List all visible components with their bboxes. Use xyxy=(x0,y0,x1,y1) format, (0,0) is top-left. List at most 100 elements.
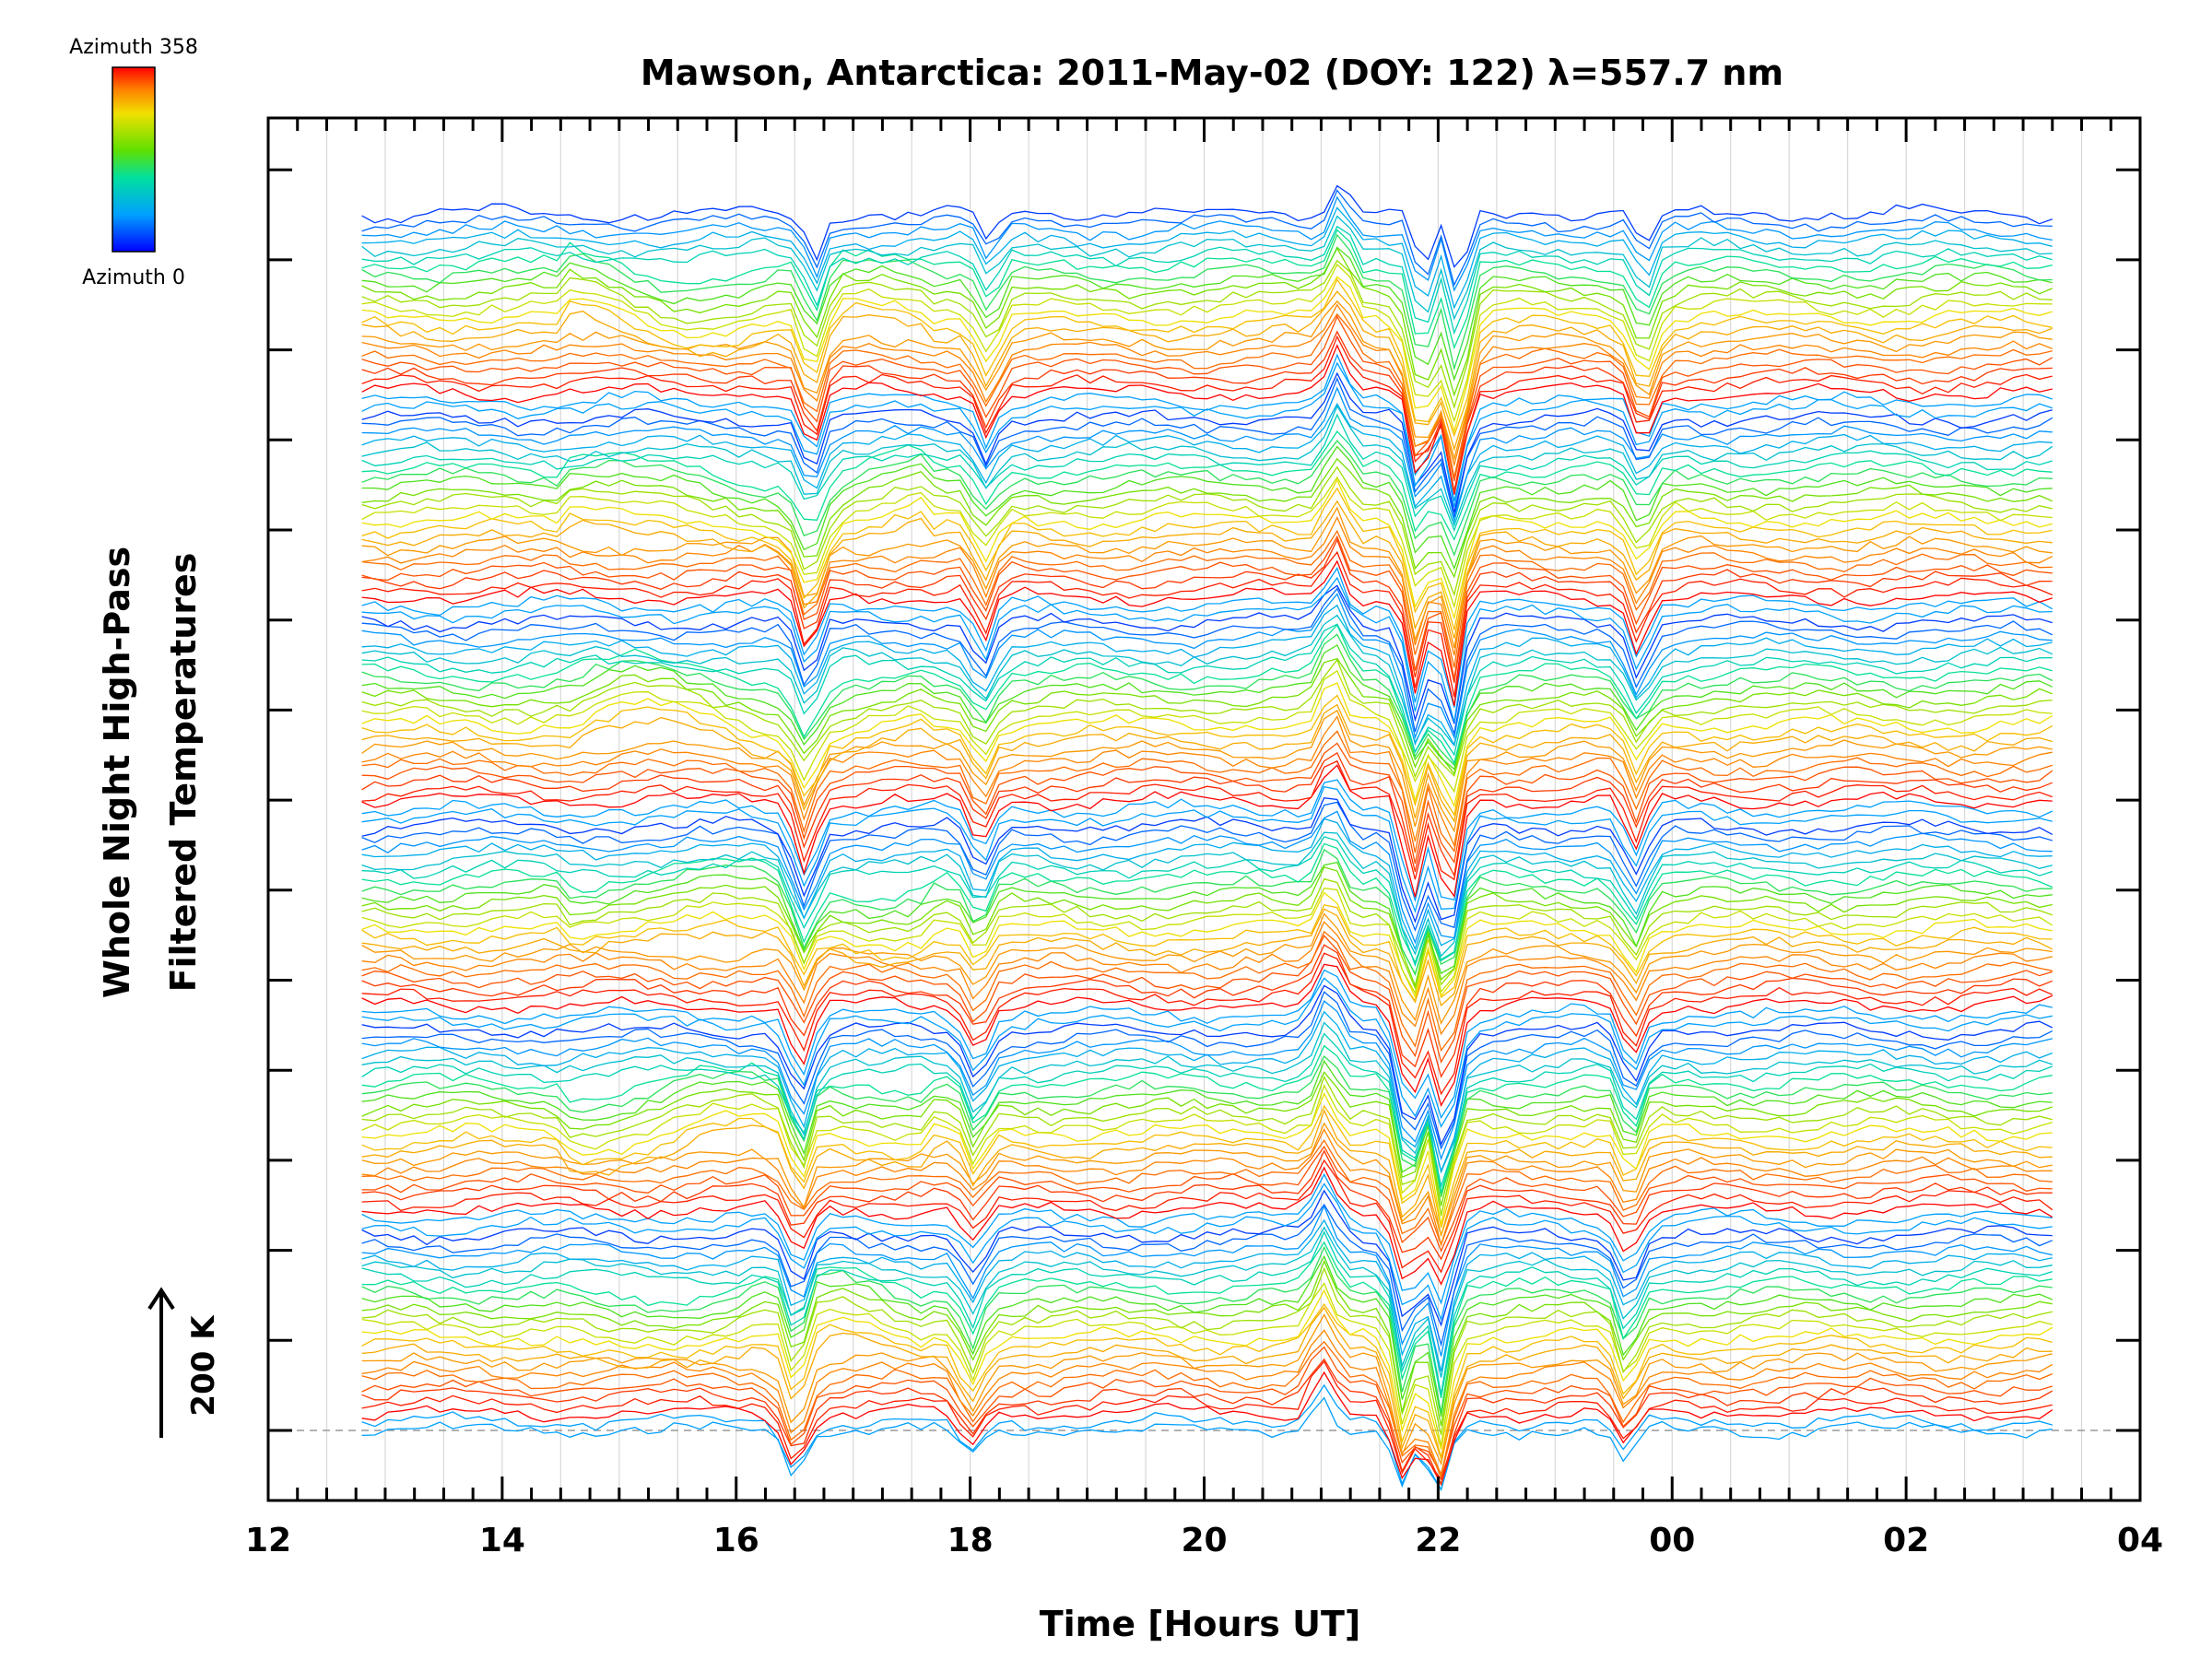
azimuth-trace xyxy=(361,506,2053,649)
plot-frame xyxy=(266,116,2142,1502)
azimuth-trace xyxy=(361,1032,2053,1189)
azimuth-trace xyxy=(361,430,2053,541)
azimuth-trace xyxy=(361,300,2053,461)
azimuth-trace xyxy=(361,1230,2053,1394)
azimuth-trace xyxy=(361,1259,2053,1427)
azimuth-trace xyxy=(361,614,2053,747)
azimuth-trace xyxy=(361,500,2053,639)
azimuth-trace xyxy=(361,559,2053,707)
azimuth-trace xyxy=(361,1044,2053,1194)
azimuth-trace xyxy=(361,1245,2053,1413)
azimuth-trace xyxy=(361,1059,2053,1197)
azimuth-trace xyxy=(361,371,2053,513)
azimuth-trace xyxy=(361,233,2053,371)
azimuth-trace xyxy=(361,1360,2053,1481)
azimuth-trace xyxy=(361,1172,2053,1305)
azimuth-trace xyxy=(361,1159,2053,1274)
azimuth-trace xyxy=(361,537,2053,683)
azimuth-trace xyxy=(361,335,2053,493)
x-tick-label: 02 xyxy=(1883,1522,1929,1559)
x-axis-title: Time [Hours UT] xyxy=(1040,1604,1361,1644)
azimuth-trace xyxy=(361,633,2053,767)
azimuth-trace xyxy=(361,229,2053,350)
x-tick-label: 12 xyxy=(245,1522,291,1559)
azimuth-trace xyxy=(361,1182,2053,1322)
azimuth-trace xyxy=(361,1127,2053,1247)
azimuth-trace xyxy=(361,1189,2053,1327)
colorbar-bottom-label: Azimuth 0 xyxy=(82,266,185,289)
azimuth-trace xyxy=(361,831,2053,958)
azimuth-trace xyxy=(361,887,2053,995)
azimuth-trace xyxy=(361,402,2053,524)
azimuth-trace xyxy=(361,779,2053,903)
azimuth-trace xyxy=(361,1371,2053,1487)
azimuth-trace xyxy=(361,944,2053,1078)
azimuth-trace xyxy=(361,487,2053,630)
azimuth-trace xyxy=(361,1358,2053,1486)
azimuth-trace xyxy=(361,290,2053,452)
azimuth-trace xyxy=(361,576,2053,723)
x-tick-label: 14 xyxy=(479,1522,525,1559)
azimuth-trace xyxy=(361,1383,2053,1491)
azimuth-trace xyxy=(361,1071,2053,1206)
azimuth-trace xyxy=(361,694,2053,817)
azimuth-trace xyxy=(361,1166,2053,1286)
azimuth-trace xyxy=(361,277,2053,438)
azimuth-trace xyxy=(361,259,2053,410)
azimuth-trace xyxy=(361,515,2053,656)
azimuth-trace xyxy=(361,759,2053,881)
azimuth-trace xyxy=(361,189,2053,287)
azimuth-trace xyxy=(361,550,2053,698)
y-axis-title-line1: Whole Night High-Pass xyxy=(97,547,137,998)
azimuth-trace xyxy=(361,215,2053,321)
azimuth-trace xyxy=(361,1218,2053,1372)
azimuth-trace xyxy=(361,361,2053,508)
azimuth-trace xyxy=(361,593,2053,740)
azimuth-trace xyxy=(361,1109,2053,1236)
azimuth-trace xyxy=(361,866,2053,988)
scale-bar-label: 200 K xyxy=(185,1314,222,1417)
azimuth-trace xyxy=(361,195,2053,292)
azimuth-trace xyxy=(361,658,2053,779)
azimuth-trace xyxy=(361,682,2053,808)
azimuth-trace xyxy=(361,567,2053,708)
x-tick-label: 16 xyxy=(713,1522,759,1559)
azimuth-trace xyxy=(361,312,2053,478)
azimuth-trace xyxy=(361,836,2053,967)
azimuth-trace xyxy=(361,963,2053,1107)
azimuth-trace xyxy=(361,1139,2053,1247)
azimuth-trace xyxy=(361,344,2053,495)
azimuth-trace xyxy=(361,184,2053,268)
azimuth-traces xyxy=(361,184,2053,1492)
azimuth-trace xyxy=(361,796,2053,924)
azimuth-trace xyxy=(361,1302,2053,1458)
azimuth-trace xyxy=(361,657,2053,775)
colorbar-top-label: Azimuth 358 xyxy=(69,36,198,59)
x-tick-label: 20 xyxy=(1181,1522,1227,1559)
azimuth-trace xyxy=(361,730,2053,853)
x-tick-label: 22 xyxy=(1415,1522,1461,1559)
azimuth-trace xyxy=(361,445,2053,571)
azimuth-trace xyxy=(361,977,2053,1128)
azimuth-trace xyxy=(361,1346,2053,1476)
azimuth-trace xyxy=(361,314,2053,481)
azimuth-trace xyxy=(361,1021,2053,1174)
azimuth-trace xyxy=(361,1149,2053,1261)
azimuth-trace xyxy=(361,413,2053,533)
azimuth-trace xyxy=(361,861,2053,976)
azimuth-trace xyxy=(361,330,2053,492)
azimuth-trace xyxy=(361,476,2053,609)
azimuth-trace xyxy=(361,247,2053,397)
azimuth-trace xyxy=(361,785,2053,913)
azimuth-trace xyxy=(361,921,2053,1036)
azimuth-trace xyxy=(361,478,2053,620)
azimuth-trace xyxy=(361,386,2053,520)
azimuth-trace xyxy=(361,405,2053,528)
azimuth-trace xyxy=(361,1241,2053,1399)
azimuth-trace xyxy=(361,848,2053,976)
azimuth-trace xyxy=(361,377,2053,518)
azimuth-trace xyxy=(361,644,2053,771)
azimuth-trace xyxy=(361,584,2053,724)
x-tick-labels: 12 14 16 18 20 22 00 02 04 xyxy=(245,1522,2163,1559)
azimuth-trace xyxy=(361,984,2053,1147)
